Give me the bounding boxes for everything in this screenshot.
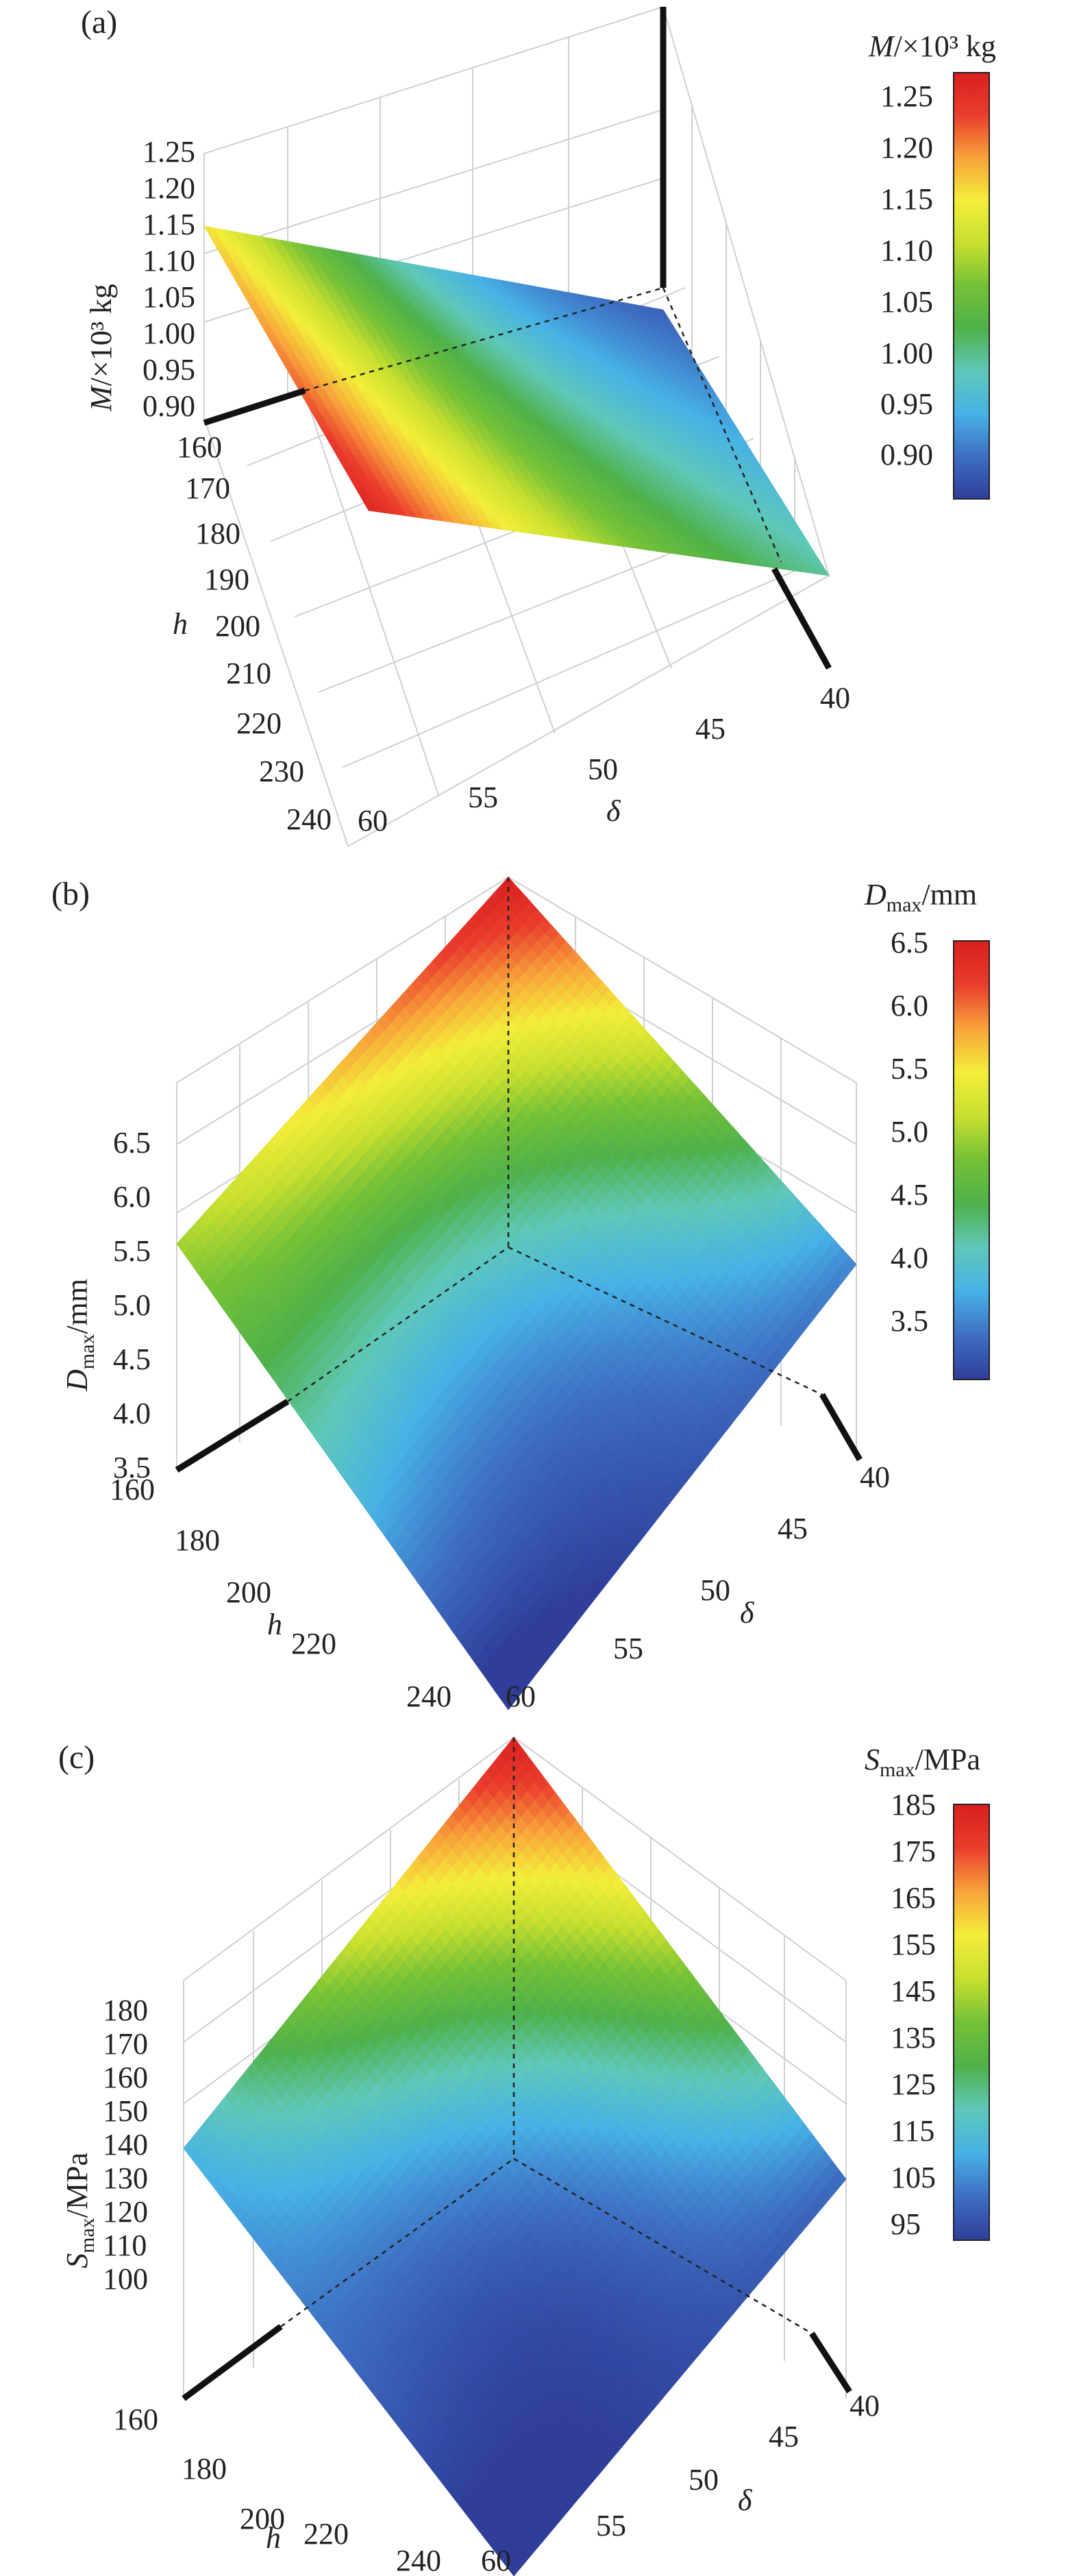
z-axis-label-b: Dmax/mm: [60, 1279, 99, 1392]
colorbar-tick-label: 1.20: [880, 131, 933, 164]
z-tick-label: 5.5: [113, 1234, 151, 1268]
panel-a: (a) 1.25 1.20 1.15 1.10 1.05 1: [81, 4, 996, 847]
colorbar-tick-label: 3.5: [891, 1304, 928, 1338]
h-ticks-b: 160 180 200 220 240: [110, 1473, 451, 1713]
h-tick-label: 240: [286, 802, 332, 836]
colorbar-ticks-b: 6.5 6.0 5.5 5.0 4.5 4.0 3.5: [891, 926, 928, 1338]
delta-tick-label: 55: [468, 781, 498, 814]
colorbar-tick-label: 6.0: [891, 989, 928, 1022]
colorbar-tick-label: 0.95: [880, 387, 933, 421]
z-ticks-b: 6.5 6.0 5.5 5.0 4.5 4.0 3.5: [113, 1126, 151, 1484]
z-tick-label: 3.5: [113, 1451, 151, 1484]
back-dashed-b1: [287, 1246, 509, 1403]
colorbar-title-b: Dmax/mm: [864, 878, 977, 916]
panel-b: (b) 6.5 6.0 5.5 5.0 4.5 4.0 3.5 Dmax/mm …: [51, 876, 990, 1713]
h-ticks-a: 160 170 180 190 200 210 220 230 240: [177, 430, 332, 836]
colorbar-tick-label: 6.5: [891, 926, 928, 959]
h-axis-label-b: h: [267, 1608, 282, 1641]
colorbar-tick-label: 4.0: [891, 1241, 928, 1275]
panel-label-b: (b): [51, 876, 90, 912]
h-tick-label: 180: [195, 517, 240, 550]
colorbar-title-a: M/×10³ kg: [868, 29, 996, 63]
h-axis-label-a: h: [173, 607, 188, 641]
colorbar-frame-a: [953, 72, 990, 500]
delta-tick-label: 60: [506, 1680, 536, 1713]
surface-cell: [501, 1690, 517, 1710]
z-tick-label: 0.95: [142, 353, 195, 387]
surface-cell: [815, 568, 830, 576]
h-axis-stub-a: [203, 387, 306, 426]
z-tick-label: 1.05: [142, 280, 195, 314]
h-tick-label: 240: [406, 1680, 451, 1713]
h-tick-label: 210: [226, 657, 271, 690]
panel-c: (c) 180 170 160 150 140 130 120 110 100 …: [58, 1737, 990, 2576]
delta-axis-label-b: δ: [740, 1596, 755, 1630]
colorbar-tick-label: 4.5: [891, 1178, 928, 1212]
back-dashed-a2: [662, 287, 782, 563]
z-tick-label: 1.15: [142, 208, 195, 241]
delta-tick-label: 50: [700, 1573, 730, 1607]
delta-axis-stub-a: [771, 567, 832, 670]
colorbar-a: [954, 73, 989, 499]
z-tick-label: 0.90: [142, 389, 195, 423]
colorbar-tick-label: 1.10: [880, 234, 933, 267]
delta-tick-label: 60: [358, 804, 388, 837]
colorbar-tick-label: 5.0: [891, 1115, 928, 1149]
z-tick-label: 6.0: [113, 1180, 151, 1214]
colorbar-tick-label: 5.5: [891, 1052, 928, 1085]
z-ticks-a: 1.25 1.20 1.15 1.10 1.05 1.00 0.95 0.90: [142, 135, 195, 423]
delta-tick-label: 50: [588, 752, 618, 786]
colorbar-tick-label: 1.05: [880, 285, 933, 319]
back-dashed-b2: [508, 1246, 823, 1396]
colorbar-frame-b: [953, 940, 990, 1380]
h-axis-stub-b: [175, 1399, 290, 1473]
z-tick-label: 4.5: [113, 1342, 151, 1376]
delta-tick-label: 45: [695, 712, 725, 746]
h-tick-label: 190: [204, 563, 249, 596]
h-tick-label: 160: [177, 430, 222, 464]
delta-tick-label: 45: [778, 1512, 808, 1545]
surface-a: [203, 225, 830, 576]
delta-tick-label: 40: [820, 681, 850, 715]
panel-label-a: (a): [81, 4, 117, 40]
surface-b: [176, 876, 857, 1710]
z-tick-label: 1.20: [142, 171, 195, 205]
h-tick-label: 170: [185, 471, 230, 505]
delta-axis-stub-b: [819, 1393, 863, 1462]
z-tick-label: 1.25: [142, 135, 195, 169]
z-tick-label: 4.0: [113, 1397, 151, 1430]
h-tick-label: 160: [110, 1473, 155, 1506]
h-tick-label: 220: [236, 707, 282, 740]
h-tick-label: 220: [291, 1627, 336, 1660]
colorbar-tick-label: 1.15: [880, 182, 933, 216]
z-tick-label: 1.10: [142, 244, 195, 278]
h-tick-label: 200: [215, 609, 260, 643]
surface-c: [183, 1737, 847, 2576]
colorbar-ticks-a: 1.25 1.20 1.15 1.10 1.05 1.00 0.95 0.90: [880, 79, 933, 471]
h-tick-label: 180: [175, 1523, 220, 1557]
delta-ticks-b: 60 55 50 45 40: [506, 1460, 890, 1713]
h-tick-label: 230: [259, 755, 304, 788]
z-tick-label: 1.00: [142, 317, 195, 350]
z-axis-label-a: M/×10³ kg: [84, 284, 118, 412]
delta-tick-label: 40: [860, 1460, 890, 1494]
colorbar-tick-label: 0.90: [880, 438, 933, 471]
panel-label-c: (c): [58, 1739, 95, 1776]
z-tick-label: 6.5: [113, 1126, 151, 1160]
colorbar-tick-label: 1.25: [880, 79, 933, 113]
back-dashed-a1: [304, 286, 664, 392]
colorbar-b: [954, 941, 989, 1379]
colorbar-tick-label: 1.00: [880, 336, 933, 370]
z-tick-label: 5.0: [113, 1288, 151, 1322]
delta-ticks-a: 60 55 50 45 40: [358, 681, 850, 837]
delta-tick-label: 55: [613, 1632, 643, 1665]
delta-axis-label-a: δ: [606, 794, 621, 828]
h-tick-label: 200: [226, 1575, 271, 1609]
